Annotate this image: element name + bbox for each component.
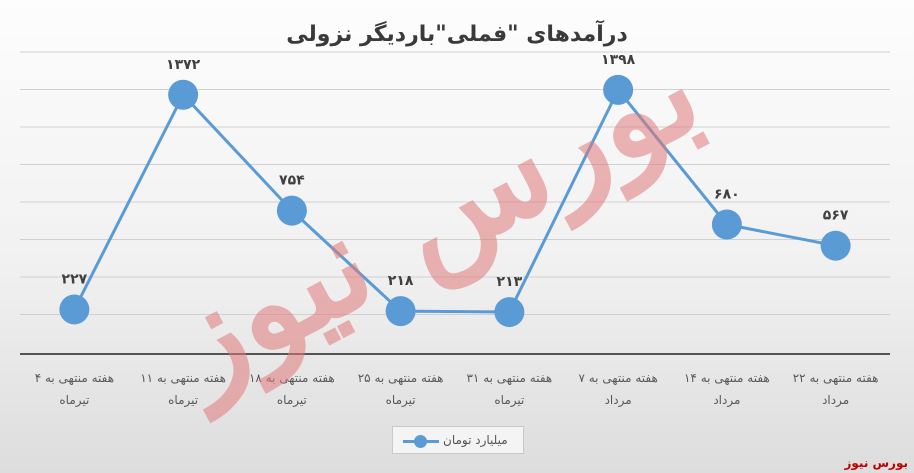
data-label: ۱۳۷۲ <box>166 57 201 73</box>
legend-marker <box>414 435 427 448</box>
data-point <box>820 230 851 261</box>
x-tick-label: هفته منتهی به ۲۲ مرداد <box>793 371 879 408</box>
x-tick-label: هفته منتهی به ۳۱ تیرماه <box>466 371 552 408</box>
data-labels: ۲۲۷ ۱۳۷۲ ۷۵۴ ۲۱۸ ۲۱۳ ۱۳۹۸ ۶۸۰ ۵۶۷ <box>62 52 849 290</box>
brand-logo-text: بورس نیوز <box>844 456 908 470</box>
data-point <box>494 297 525 328</box>
gridlines <box>20 51 890 315</box>
watermark: بورس نیوز <box>137 12 725 424</box>
legend: میلیارد تومان <box>392 426 524 454</box>
data-point <box>603 74 634 105</box>
data-label: ۵۶۷ <box>823 208 849 224</box>
data-label: ۲۲۷ <box>62 271 88 287</box>
watermark-text: بورس نیوز <box>137 12 725 424</box>
series-line <box>73 88 836 314</box>
data-point <box>276 195 307 226</box>
data-label: ۲۱۸ <box>388 273 414 289</box>
series-line-group <box>59 74 851 328</box>
data-label: ۶۸۰ <box>714 187 740 203</box>
data-point <box>59 294 90 325</box>
x-tick-label: هفته منتهی به ۱۱ تیرماه <box>140 371 226 408</box>
x-tick-label: هفته منتهی به ۷ مرداد <box>578 371 657 408</box>
x-tick-labels: هفته منتهی به ۴ تیرماه هفته منتهی به ۱۱ تیر… <box>35 371 879 408</box>
x-tick-label: هفته منتهی به ۴ تیرماه <box>35 371 114 408</box>
x-tick-label: هفته منتهی به ۱۸ تیرماه <box>249 371 335 408</box>
data-point <box>168 79 199 110</box>
data-point <box>711 209 742 240</box>
data-point <box>385 296 416 327</box>
data-label: ۲۱۳ <box>497 274 523 290</box>
data-label: ۱۳۹۸ <box>601 52 636 68</box>
x-tick-label: هفته منتهی به ۲۵ تیرماه <box>358 371 444 408</box>
x-tick-label: هفته منتهی به ۱۴ مرداد <box>684 371 770 408</box>
legend-label: میلیارد تومان <box>443 433 508 447</box>
chart-title: درآمدهای "فملی"باردیگر نزولی <box>286 22 628 47</box>
data-label: ۷۵۴ <box>279 173 305 189</box>
